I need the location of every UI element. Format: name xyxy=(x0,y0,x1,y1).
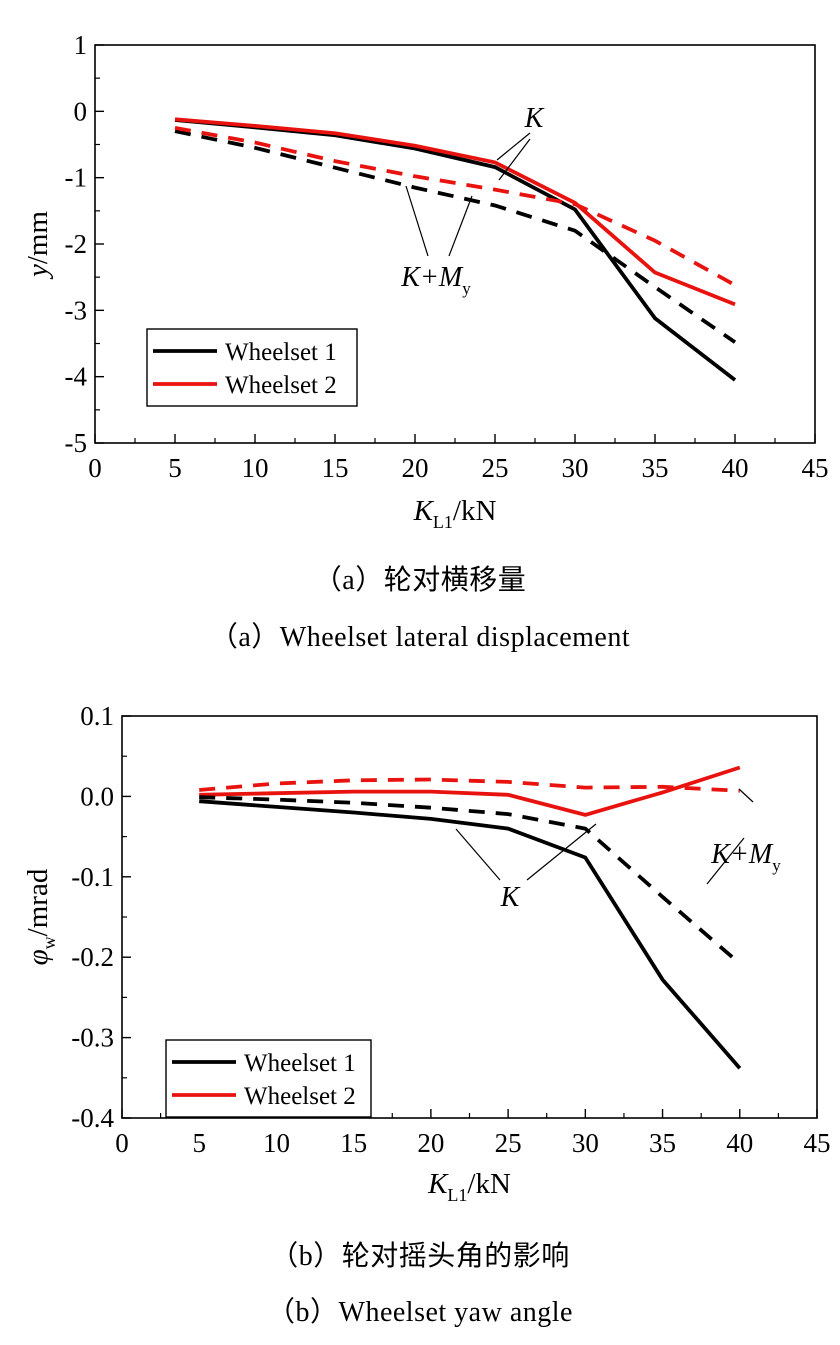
y-tick-label: -3 xyxy=(65,295,88,325)
y-tick-label: 0.1 xyxy=(80,701,114,731)
legend-label-wheelset-2: Wheelset 2 xyxy=(225,372,337,399)
series-line-wheelset-2-k-my xyxy=(174,126,736,287)
legend-box xyxy=(146,328,358,407)
y-tick-label: -0.3 xyxy=(71,1023,114,1053)
x-tick-label: 0 xyxy=(115,1128,129,1158)
series-line-wheelset-1-k-my xyxy=(174,129,737,344)
y-tick-label: -2 xyxy=(65,229,88,259)
y-tick-label: 0.0 xyxy=(80,781,114,811)
y-tick-label: -0.4 xyxy=(71,1103,114,1133)
x-tick-label: 30 xyxy=(562,453,589,483)
x-tick-label: 30 xyxy=(572,1128,599,1158)
series-line-wheelset-2-k xyxy=(174,117,736,307)
annotation-label: K+My xyxy=(400,262,471,298)
caption-b-zh: （b）轮对摇头角的影响 xyxy=(270,1241,570,1272)
x-tick-label: 40 xyxy=(722,453,749,483)
annotation-label: K xyxy=(500,882,521,913)
annotation-leader-line xyxy=(498,138,531,181)
series-line-wheelset-1-k xyxy=(199,799,742,1070)
x-axis-label: KL1/kN xyxy=(427,1168,511,1205)
legend-label-wheelset-1: Wheelset 1 xyxy=(225,339,337,366)
y-tick-label: -4 xyxy=(65,362,88,392)
x-tick-label: 20 xyxy=(402,453,429,483)
x-tick-label: 15 xyxy=(322,453,349,483)
series-line-wheelset-1-k-my xyxy=(199,795,742,966)
x-tick-label: 40 xyxy=(726,1128,753,1158)
y-tick-label: -5 xyxy=(65,428,88,458)
x-tick-label: 10 xyxy=(263,1128,290,1158)
legend-label-wheelset-1: Wheelset 1 xyxy=(244,1050,356,1077)
x-tick-label: 25 xyxy=(482,453,509,483)
caption-a-zh: （a）轮对横移量 xyxy=(313,565,527,596)
x-tick-label: 35 xyxy=(649,1128,676,1158)
y-axis-label: y/mm xyxy=(22,211,54,280)
legend-box xyxy=(165,1039,372,1118)
chart-yaw-angle: 0 5 10 15 20 25 30 35 40 45 0.1 0.0 -0.1 -0.2 -0.3 -0.4… xyxy=(22,701,831,1205)
chart-lateral-displacement: 0 5 10 15 20 25 30 35 40 4510-1-2-3-4-5KL1/kNy/mm… xyxy=(22,30,829,532)
y-tick-label: 1 xyxy=(74,30,88,60)
annotation-leader-line xyxy=(405,185,429,257)
annotation-leader-line xyxy=(496,132,531,161)
caption-b-en: （b）Wheelset yaw angle xyxy=(267,1297,573,1328)
x-tick-label: 35 xyxy=(642,453,669,483)
series-line-wheelset-2-k xyxy=(199,765,741,817)
x-tick-label: 20 xyxy=(417,1128,444,1158)
y-tick-label: -0.2 xyxy=(71,942,114,972)
x-tick-label: 15 xyxy=(340,1128,367,1158)
annotation-label: K+My xyxy=(710,839,781,875)
y-tick-label: -0.1 xyxy=(71,862,114,892)
annotation-leader-line xyxy=(455,828,501,881)
x-tick-label: 45 xyxy=(802,453,829,483)
annotation-label: K xyxy=(524,103,545,134)
x-tick-label: 10 xyxy=(242,453,269,483)
legend-label-wheelset-2: Wheelset 2 xyxy=(244,1083,356,1110)
y-tick-label: 0 xyxy=(74,96,88,126)
x-tick-label: 45 xyxy=(804,1128,831,1158)
annotation-leader-line xyxy=(526,823,597,881)
y-tick-label: -1 xyxy=(65,163,88,193)
caption-a-en: （a）Wheelset lateral displacement xyxy=(209,622,631,653)
annotation-leader-line xyxy=(448,195,473,257)
x-tick-label: 25 xyxy=(495,1128,522,1158)
y-axis-label: φw/mrad xyxy=(22,868,59,965)
annotation-leader-line xyxy=(706,837,745,885)
x-axis-label: KL1/kN xyxy=(413,495,497,532)
x-tick-label: 5 xyxy=(192,1128,206,1158)
series-line-wheelset-2-k-my xyxy=(199,777,740,793)
annotation-leader-line xyxy=(738,788,754,803)
x-tick-label: 0 xyxy=(88,453,102,483)
x-tick-label: 5 xyxy=(168,453,182,483)
